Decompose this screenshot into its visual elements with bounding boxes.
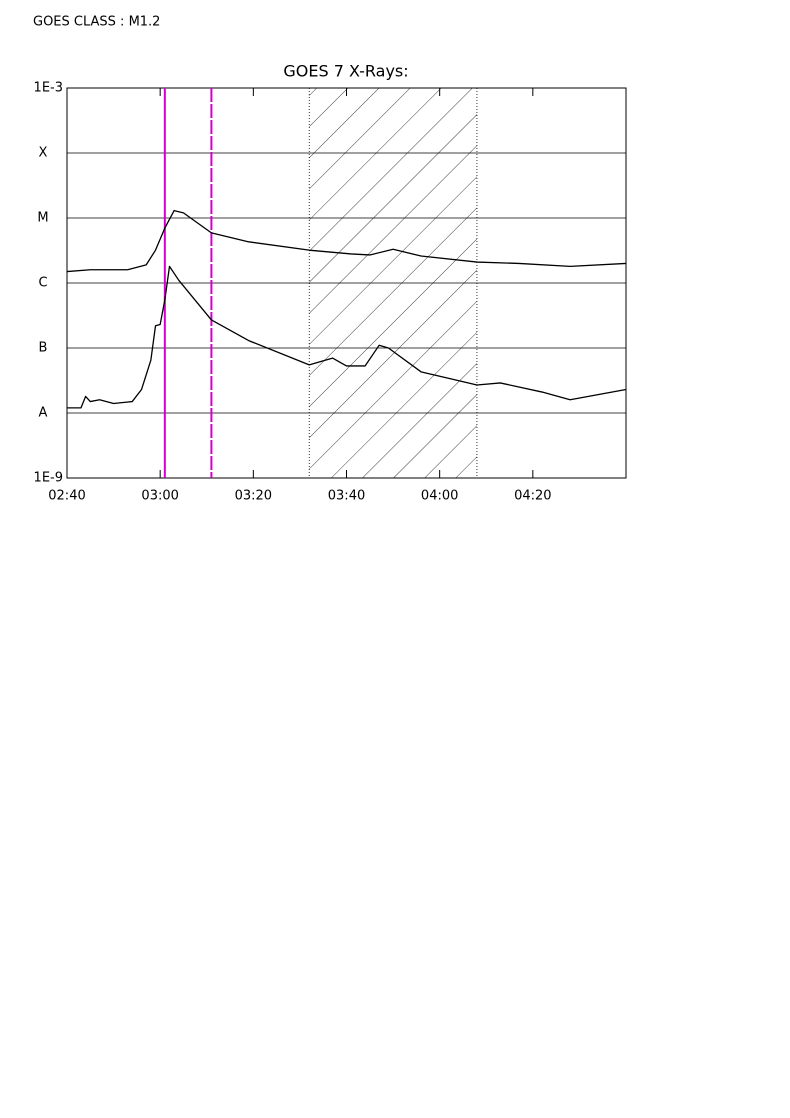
series-line: [66, 209, 627, 273]
x-tick-label: 03:40: [328, 489, 365, 504]
y-tick-label: 1E-9: [34, 471, 63, 486]
plot-frame: [66, 87, 627, 479]
chart-title: GOES 7 X-Rays:: [283, 62, 408, 81]
x-tick-label: 02:40: [48, 489, 85, 504]
x-tick-label: 04:00: [421, 489, 458, 504]
y-tick-label: M: [37, 211, 48, 226]
y-tick-label: 1E-3: [34, 81, 63, 96]
y-tick-label: A: [39, 406, 48, 421]
header: GOES CLASS : M1.2: [33, 15, 160, 30]
y-tick-label: C: [38, 276, 47, 291]
y-tick-label: X: [39, 146, 48, 161]
x-tick-label: 03:00: [141, 489, 178, 504]
x-tick-label: 03:20: [235, 489, 272, 504]
series-line: [67, 265, 627, 409]
y-tick-label: B: [39, 341, 48, 356]
x-tick-label: 04:20: [514, 489, 551, 504]
